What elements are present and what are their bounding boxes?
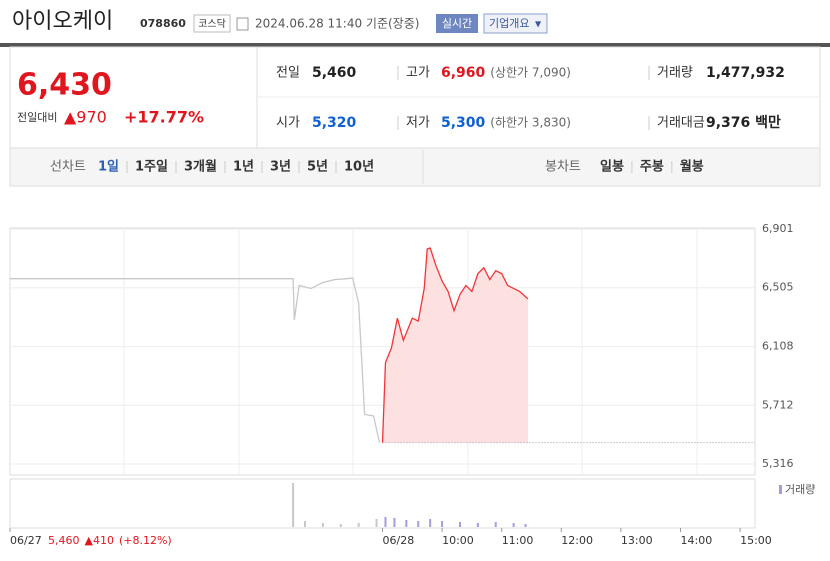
info-value: 1,477,932 bbox=[706, 65, 785, 81]
volume-bar bbox=[384, 517, 387, 527]
volume-bar bbox=[393, 518, 396, 527]
volume-bar bbox=[321, 523, 324, 527]
area bbox=[382, 247, 528, 443]
time: 2024.06.28 11:40 기준(장중) bbox=[255, 17, 419, 31]
prev-day-change: ▲410 bbox=[85, 534, 114, 547]
header-line bbox=[0, 43, 830, 47]
tab-bar bbox=[9, 147, 821, 187]
volume-bar bbox=[429, 519, 432, 527]
volume-bar bbox=[304, 521, 307, 527]
volume-bar bbox=[494, 522, 497, 527]
volume-bar bbox=[357, 523, 360, 527]
tab[interactable]: 3년 bbox=[270, 160, 291, 175]
info-value: 9,376 백만 bbox=[706, 115, 781, 131]
y-tick-label: 5,316 bbox=[762, 457, 794, 470]
market-badge bbox=[193, 14, 231, 33]
realtime[interactable]: 실시간 bbox=[442, 17, 472, 30]
volume-area bbox=[9, 478, 756, 529]
y-tick-label: 5,712 bbox=[762, 398, 794, 411]
y-tick-label: 6,901 bbox=[762, 222, 794, 235]
change-label: 전일대비 bbox=[17, 110, 57, 124]
tab[interactable]: 5년 bbox=[307, 160, 328, 175]
volume-bar bbox=[441, 521, 444, 527]
price: 6,430 bbox=[17, 68, 112, 103]
company[interactable]: 기업개요 bbox=[489, 17, 529, 30]
info-label: 거래량 bbox=[657, 66, 693, 81]
realtime-badge[interactable] bbox=[436, 14, 478, 33]
legend-swatch bbox=[779, 485, 782, 494]
info-note: (상한가 7,090) bbox=[490, 66, 571, 80]
info-label: 저가 bbox=[406, 116, 430, 131]
stock-code: 078860 bbox=[140, 17, 186, 30]
stock-name: 아이오케이 bbox=[12, 9, 113, 34]
price-line bbox=[381, 247, 529, 443]
info-value: 6,960 bbox=[441, 65, 486, 81]
volume-bar bbox=[339, 524, 342, 527]
x-tick-label: 15:00 bbox=[740, 534, 772, 547]
x-tick-label: 13:00 bbox=[621, 534, 653, 547]
x-tick-label: 06/27 bbox=[10, 534, 42, 547]
calendar-icon bbox=[236, 17, 249, 31]
legend: 거래량 bbox=[785, 483, 815, 496]
tab[interactable]: 10년 bbox=[344, 160, 374, 175]
volume-bar bbox=[476, 523, 479, 527]
volume-bar bbox=[524, 524, 527, 527]
info-label: 거래대금 bbox=[657, 116, 705, 131]
x-tick-label: 14:00 bbox=[681, 534, 713, 547]
tab-label: 선차트 bbox=[50, 160, 86, 175]
tab[interactable]: 1일 bbox=[98, 160, 119, 175]
tab[interactable]: 1년 bbox=[233, 160, 254, 175]
tab[interactable]: 주봉 bbox=[640, 160, 664, 175]
info-value: 5,320 bbox=[312, 115, 357, 131]
info-value: 5,300 bbox=[441, 115, 486, 131]
company-btn[interactable] bbox=[483, 13, 548, 34]
volume-bar bbox=[458, 522, 461, 527]
info-label: 시가 bbox=[276, 116, 300, 131]
volume-bar bbox=[375, 519, 378, 527]
info-label: 고가 bbox=[406, 66, 430, 81]
x-tick-label: 12:00 bbox=[561, 534, 593, 547]
y-tick-label: 6,108 bbox=[762, 340, 794, 353]
volume-bar bbox=[512, 523, 515, 527]
tab[interactable]: 3개월 bbox=[184, 159, 217, 175]
x-tick-label: 10:00 bbox=[442, 534, 474, 547]
tab-label: 봉차트 bbox=[545, 160, 581, 175]
price-line bbox=[10, 277, 381, 443]
x-tick-label: 11:00 bbox=[502, 534, 534, 547]
volume-bar bbox=[417, 521, 420, 527]
tab[interactable]: 일봉 bbox=[600, 160, 624, 175]
y-tick-label: 6,505 bbox=[762, 281, 794, 294]
info-value: 5,460 bbox=[312, 65, 357, 81]
dropdown-arrow: ▼ bbox=[535, 20, 542, 29]
info-label: 전일 bbox=[276, 66, 300, 81]
change: ▲970 bbox=[64, 108, 107, 127]
tab[interactable]: 1주일 bbox=[135, 160, 168, 175]
prev-day-rate: (+8.12%) bbox=[119, 534, 172, 547]
prev-day-price: 5,460 bbox=[48, 534, 80, 547]
x-tick-label: 06/28 bbox=[383, 534, 415, 547]
tab[interactable]: 월봉 bbox=[680, 159, 704, 175]
info-note: (하한가 3,830) bbox=[490, 116, 571, 130]
volume-bar bbox=[292, 483, 295, 527]
rate: +17.77% bbox=[124, 108, 204, 127]
market: 코스닥 bbox=[198, 18, 226, 30]
volume-bar bbox=[405, 520, 408, 527]
